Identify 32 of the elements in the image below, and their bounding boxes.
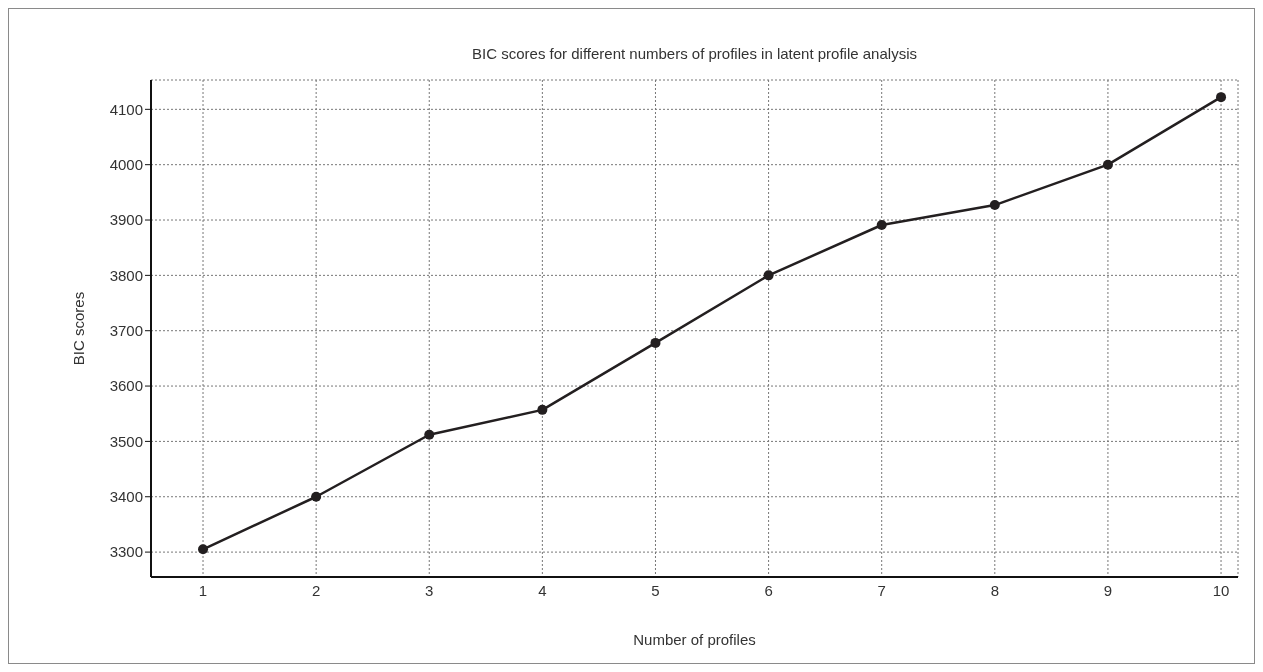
x-tick-label: 9 — [1103, 581, 1113, 599]
y-tick-label: 3300 — [109, 543, 143, 561]
y-tick-label: 3600 — [109, 377, 143, 395]
point — [1216, 92, 1227, 103]
point — [424, 429, 435, 440]
y-tick-label: 3700 — [109, 322, 143, 340]
y-tick-label: 4000 — [109, 156, 143, 173]
x-tick-label: 4 — [538, 581, 547, 599]
y-tick-label: 3900 — [109, 211, 143, 229]
x-tick-label: 10 — [1212, 581, 1230, 599]
point — [537, 404, 548, 415]
y-tick-label: 3500 — [109, 432, 143, 450]
y-tick-label: 3800 — [109, 266, 143, 284]
x-tick-label: 3 — [425, 581, 434, 599]
point — [1102, 159, 1113, 170]
x-tick-label: 1 — [198, 581, 208, 599]
y-axis-title: BIC scores — [70, 291, 88, 366]
x-tick-label: 8 — [990, 581, 999, 599]
x-tick-label: 2 — [311, 581, 321, 599]
point — [198, 544, 209, 555]
point — [650, 337, 661, 348]
x-axis-title: Number of profiles — [633, 631, 756, 648]
x-tick-label: 5 — [651, 581, 660, 599]
point — [763, 270, 774, 281]
chart-title: BIC scores for different numbers of profiles in latent profile analysis — [471, 45, 918, 62]
point — [989, 200, 1000, 211]
x-tick-label: 6 — [764, 581, 773, 599]
point — [876, 220, 887, 230]
x-tick-label: 7 — [877, 581, 886, 599]
y-tick-label: 3400 — [109, 488, 143, 506]
point — [311, 491, 322, 502]
y-tick-label: 4100 — [109, 100, 143, 118]
